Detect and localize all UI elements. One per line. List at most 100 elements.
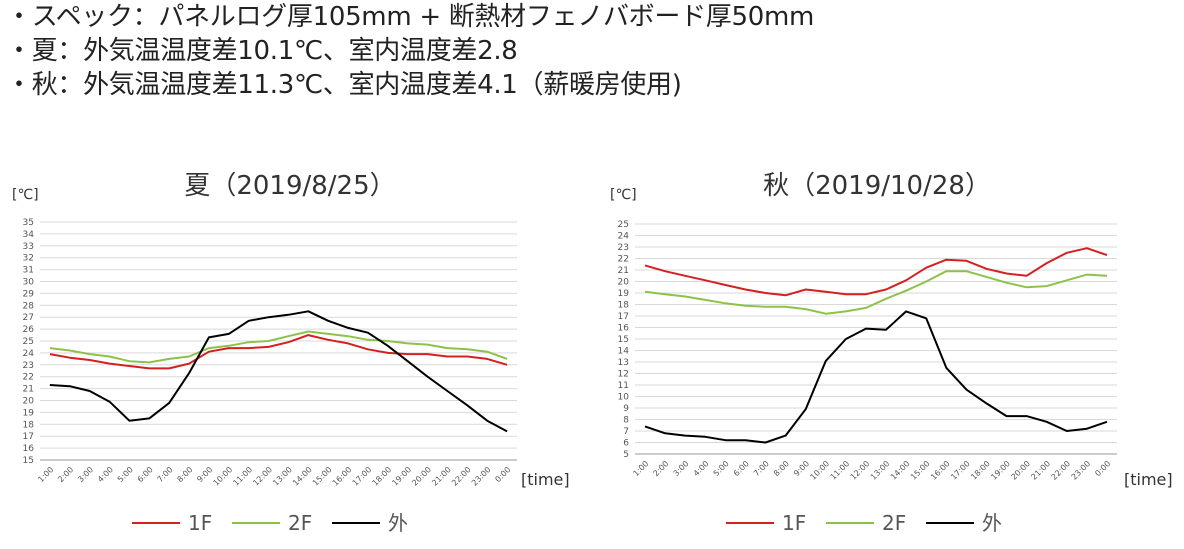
autumn-x-tick-label: 21:00: [1029, 459, 1052, 482]
autumn-y-tick-label: 5: [623, 450, 629, 460]
autumn-x-tick-label: 1:00: [631, 459, 650, 478]
autumn-y-tick-label: 19: [618, 289, 630, 299]
autumn-x-tick-label: 8:00: [772, 459, 791, 478]
summer-y-tick-label: 35: [23, 218, 34, 228]
autumn-x-tick-label: 12:00: [849, 459, 872, 482]
summer-x-tick-label: 7:00: [156, 465, 175, 484]
summer-y-tick-label: 25: [23, 337, 34, 347]
autumn-x-tick-label: 16:00: [929, 459, 952, 482]
summer-y-tick-label: 31: [23, 266, 34, 276]
autumn-legend-label-1: 2F: [882, 511, 906, 535]
autumn-series-1-line: [644, 270, 1108, 315]
summer-chart-title: 夏（2019/8/25）: [184, 171, 395, 201]
autumn-y-tick-label: 9: [623, 404, 629, 414]
autumn-x-tick-label: 15:00: [909, 459, 932, 482]
autumn-x-tick-label: 18:00: [969, 459, 992, 482]
autumn-x-tick-label: 7:00: [752, 459, 771, 478]
autumn-x-tick-label: 14:00: [889, 459, 912, 482]
autumn-y-tick-label: 25: [618, 220, 629, 230]
summer-y-tick-label: 28: [23, 301, 35, 311]
summer-x-tick-label: 21:00: [430, 465, 453, 488]
autumn-y-tick-label: 22: [618, 255, 629, 265]
autumn-y-tick-label: 18: [618, 301, 630, 311]
autumn-y-tick-label: 6: [623, 439, 629, 449]
spec-notes: ・スペック：パネルログ厚105mm + 断熱材フェノバボード厚50mm ・夏：外…: [6, 0, 814, 102]
summer-series-1-line: [49, 330, 508, 364]
autumn-y-tick-label: 14: [618, 347, 630, 357]
autumn-y-tick-label: 7: [623, 427, 629, 437]
summer-x-tick-label: 15:00: [311, 465, 334, 488]
summer-x-tick-label: 5:00: [116, 465, 135, 484]
autumn-y-tick-label: 10: [618, 393, 630, 403]
autumn-chart: 秋（2019/10/28） [℃] 5 6 7 8 9 10 11 12 13 14 15 16 17 18 1…: [600, 160, 1184, 545]
summer-x-tick-label: 19:00: [390, 465, 413, 488]
summer-x-tick-label: 3:00: [76, 465, 95, 484]
summer-x-tick-label: 20:00: [410, 465, 433, 488]
autumn-y-tick-label: 16: [618, 324, 630, 334]
summer-y-axis-unit: [℃]: [12, 187, 39, 203]
summer-y-tick-label: 23: [23, 361, 34, 371]
summer-y-tick-label: 27: [23, 313, 34, 323]
summer-legend-label-0: 1F: [188, 511, 212, 535]
summer-x-axis-unit: [time]: [521, 470, 570, 489]
autumn-y-tick-label: 15: [618, 335, 629, 345]
autumn-x-tick-label: 10:00: [809, 459, 832, 482]
autumn-x-tick-label: 5:00: [712, 459, 731, 478]
autumn-y-tick-label: 8: [623, 416, 629, 426]
autumn-y-axis-unit: [℃]: [610, 187, 637, 203]
summer-x-tick-label: 17:00: [351, 465, 374, 488]
summer-x-tick-label: 22:00: [450, 465, 473, 488]
summer-y-tick-label: 20: [23, 397, 35, 407]
summer-y-tick-label: 30: [23, 278, 35, 288]
autumn-y-tick-label: 23: [618, 243, 629, 253]
autumn-x-tick-label: 2:00: [651, 459, 670, 478]
summer-y-tick-label: 34: [23, 230, 35, 240]
autumn-x-tick-label: 20:00: [1009, 459, 1032, 482]
summer-legend-label-1: 2F: [288, 511, 312, 535]
summer-y-tick-label: 24: [23, 349, 35, 359]
summer-y-tick-label: 33: [23, 242, 34, 252]
summer-x-tick-label: 11:00: [231, 465, 254, 488]
summer-y-tick-label: 21: [23, 385, 34, 395]
summer-x-tick-label: 4:00: [96, 465, 115, 484]
summer-x-tick-label: 6:00: [136, 465, 155, 484]
summer-x-tick-label: 14:00: [291, 465, 314, 488]
autumn-y-tick-label: 13: [618, 358, 629, 368]
summer-x-tick-label: 13:00: [271, 465, 294, 488]
summer-y-tick-label: 15: [23, 456, 34, 466]
autumn-y-tick-label: 12: [618, 370, 629, 380]
summer-y-tick-label: 18: [23, 420, 35, 430]
autumn-x-tick-label: 22:00: [1050, 459, 1073, 482]
autumn-y-tick-label: 21: [618, 266, 629, 276]
summer-y-tick-label: 29: [23, 289, 35, 299]
summer-x-tick-label: 12:00: [251, 465, 274, 488]
summer-y-tick-label: 26: [23, 325, 35, 335]
autumn-x-tick-label: 17:00: [949, 459, 972, 482]
autumn-x-tick-label: 0:00: [1093, 459, 1112, 478]
summer-series-0-line: [49, 334, 508, 370]
autumn-x-tick-label: 4:00: [692, 459, 711, 478]
summer-x-tick-label: 10:00: [212, 465, 235, 488]
autumn-series-2-line: [644, 310, 1108, 444]
autumn-x-tick-label: 6:00: [732, 459, 751, 478]
autumn-legend-label-0: 1F: [782, 511, 806, 535]
autumn-chart-title: 秋（2019/10/28）: [763, 171, 991, 201]
summer-y-tick-label: 32: [23, 254, 34, 264]
autumn-y-tick-label: 11: [618, 381, 629, 391]
summer-y-tick-label: 19: [23, 408, 35, 418]
summer-series-2-line: [49, 310, 508, 433]
summer-y-tick-label: 22: [23, 373, 34, 383]
summer-x-tick-label: 18:00: [371, 465, 394, 488]
summer-x-tick-label: 23:00: [470, 465, 493, 488]
autumn-x-tick-label: 13:00: [869, 459, 892, 482]
autumn-x-tick-label: 23:00: [1070, 459, 1093, 482]
summer-x-tick-label: 1:00: [36, 465, 55, 484]
summer-x-tick-label: 8:00: [175, 465, 194, 484]
note-spec: ・スペック：パネルログ厚105mm + 断熱材フェノバボード厚50mm: [6, 2, 815, 32]
autumn-y-tick-label: 20: [618, 278, 630, 288]
autumn-y-tick-label: 17: [618, 312, 629, 322]
summer-y-tick-label: 17: [23, 432, 34, 442]
summer-x-tick-label: 0:00: [493, 465, 512, 484]
